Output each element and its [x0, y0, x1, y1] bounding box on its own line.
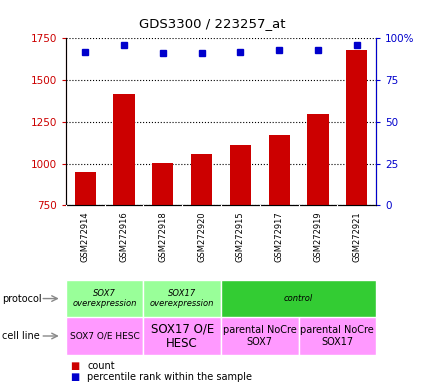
- Bar: [221, 317, 298, 355]
- Text: GSM272920: GSM272920: [197, 212, 206, 262]
- Text: parental NoCre
SOX17: parental NoCre SOX17: [300, 325, 374, 347]
- Bar: [66, 280, 143, 317]
- Text: GSM272918: GSM272918: [159, 212, 167, 262]
- Text: percentile rank within the sample: percentile rank within the sample: [87, 372, 252, 382]
- Text: GDS3300 / 223257_at: GDS3300 / 223257_at: [139, 17, 286, 30]
- Bar: [113, 94, 135, 205]
- Bar: [191, 154, 212, 205]
- Bar: [269, 135, 290, 205]
- Text: ■: ■: [70, 372, 79, 382]
- Text: GSM272915: GSM272915: [236, 212, 245, 262]
- Text: cell line: cell line: [2, 331, 40, 341]
- Text: GSM272914: GSM272914: [81, 212, 90, 262]
- Text: count: count: [87, 361, 115, 371]
- Text: SOX7
overexpression: SOX7 overexpression: [73, 289, 137, 308]
- Text: parental NoCre
SOX7: parental NoCre SOX7: [223, 325, 297, 347]
- Bar: [152, 163, 173, 205]
- Text: GSM272916: GSM272916: [119, 212, 128, 262]
- Bar: [307, 114, 329, 205]
- Text: GSM272921: GSM272921: [352, 212, 361, 262]
- Bar: [143, 280, 221, 317]
- Text: ■: ■: [70, 361, 79, 371]
- Text: GSM272919: GSM272919: [314, 212, 323, 262]
- Bar: [75, 172, 96, 205]
- Bar: [143, 317, 221, 355]
- Text: SOX17 O/E
HESC: SOX17 O/E HESC: [150, 322, 214, 350]
- Text: protocol: protocol: [2, 293, 42, 304]
- Text: SOX7 O/E HESC: SOX7 O/E HESC: [70, 331, 139, 341]
- Bar: [66, 317, 143, 355]
- Text: GSM272917: GSM272917: [275, 212, 283, 262]
- Bar: [230, 145, 251, 205]
- Text: SOX17
overexpression: SOX17 overexpression: [150, 289, 214, 308]
- Text: control: control: [284, 294, 313, 303]
- Bar: [298, 317, 376, 355]
- Bar: [346, 50, 367, 205]
- Bar: [221, 280, 376, 317]
